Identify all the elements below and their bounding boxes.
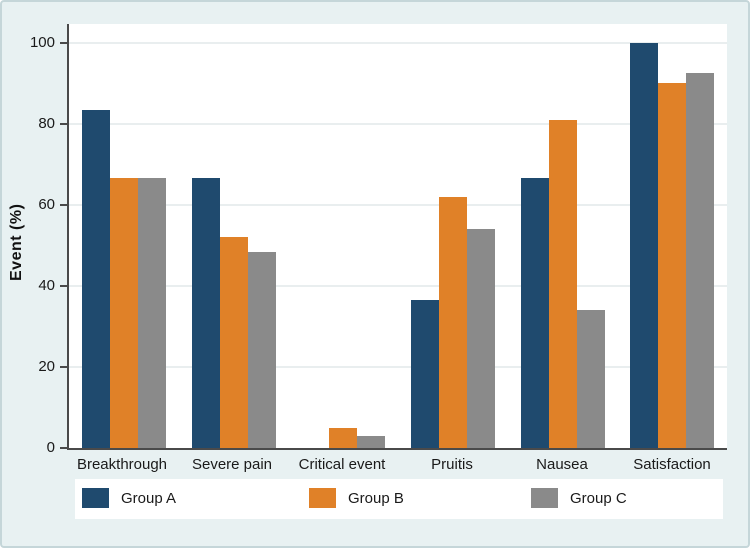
bar-group-b-critical-event (329, 428, 358, 448)
bar-group-b-nausea (548, 120, 577, 448)
gridline-100 (69, 42, 727, 44)
legend-item-group-b: Group B (309, 488, 404, 508)
bar-group-a-pruitis (410, 300, 439, 448)
legend-label-group-a: Group A (121, 489, 177, 507)
bar-group-breakthrough (69, 24, 179, 448)
bar-group-b-breakthrough (109, 178, 138, 448)
legend: Group A Group B Group C (75, 479, 723, 519)
bar-group-a-nausea (520, 178, 549, 448)
legend-label-group-b: Group B (348, 489, 404, 507)
y-tick-label-80: 80 (38, 115, 55, 132)
x-axis-labels: Breakthrough Severe pain Critical event Pru… (67, 456, 727, 473)
bar-group-a-satisfaction (630, 43, 659, 448)
y-tick-mark-40 (60, 285, 67, 287)
bar-group-c-satisfaction (686, 73, 715, 448)
plot-area (67, 24, 727, 450)
x-label-satisfaction: Satisfaction (633, 456, 711, 473)
bar-group-b-severe-pain (219, 237, 248, 448)
x-label-critical-event: Critical event (298, 456, 386, 473)
y-tick-mark-80 (60, 123, 67, 125)
bar-group-a-severe-pain (191, 178, 220, 448)
bar-group-nausea (508, 24, 618, 448)
x-label-pruitis: Pruitis (431, 456, 473, 473)
bar-group-b-satisfaction (658, 83, 687, 448)
bar-group-c-pruitis (466, 229, 495, 448)
bar-group-c-breakthrough (137, 178, 166, 448)
x-label-breakthrough: Breakthrough (76, 456, 168, 473)
bar-group-pruitis (398, 24, 508, 448)
gridline-80 (69, 123, 727, 125)
bar-group-c-critical-event (357, 436, 386, 448)
bar-group-severe-pain (179, 24, 289, 448)
y-tick-label-60: 60 (38, 196, 55, 213)
y-tick-mark-20 (60, 366, 67, 368)
x-label-nausea: Nausea (536, 456, 588, 473)
y-tick-mark-0 (60, 447, 67, 449)
y-tick-label-100: 100 (29, 34, 55, 51)
legend-swatch-group-a (82, 488, 109, 508)
legend-item-group-a: Group A (82, 488, 176, 508)
x-label-severe-pain: Severe pain (191, 456, 273, 473)
bar-groups (69, 24, 727, 448)
y-tick-label-0: 0 (46, 439, 55, 456)
y-tick-mark-60 (60, 204, 67, 206)
legend-swatch-group-c (531, 488, 558, 508)
gridline-40 (69, 285, 727, 287)
legend-swatch-group-b (309, 488, 336, 508)
bar-group-b-pruitis (438, 197, 467, 448)
gridline-60 (69, 204, 727, 206)
y-tick-label-40: 40 (38, 277, 55, 294)
bar-group-satisfaction (617, 24, 727, 448)
bar-group-critical-event (288, 24, 398, 448)
y-tick-label-20: 20 (38, 358, 55, 375)
bar-group-c-severe-pain (247, 252, 276, 448)
bar-group-c-nausea (576, 310, 605, 448)
bar-group-a-breakthrough (81, 110, 110, 448)
gridline-20 (69, 366, 727, 368)
legend-item-group-c: Group C (531, 488, 627, 508)
y-tick-mark-100 (60, 42, 67, 44)
y-axis-title: Event (%) (8, 203, 25, 281)
legend-label-group-c: Group C (570, 489, 627, 507)
